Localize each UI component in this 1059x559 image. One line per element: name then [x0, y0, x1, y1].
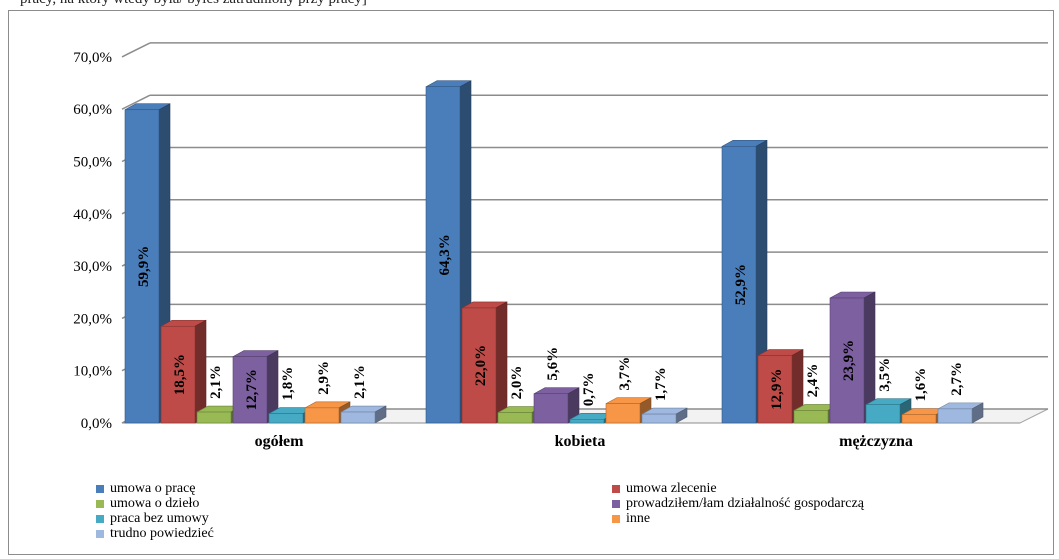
legend-item: prowadziłem/łam działalność gospodarczą	[612, 496, 864, 512]
y-tick-label: 10,0%	[73, 364, 112, 380]
legend-swatch	[96, 530, 104, 538]
bar-front	[124, 109, 160, 424]
legend-swatch	[612, 485, 620, 493]
legend-swatch	[612, 500, 620, 508]
bar-side	[194, 319, 207, 424]
bar-side	[495, 301, 508, 424]
legend-label: inne	[626, 511, 651, 526]
data-label: 3,7%	[617, 357, 633, 391]
bar-front	[901, 414, 937, 424]
data-label: 2,9%	[316, 361, 332, 395]
legend-swatch	[96, 500, 104, 508]
bar	[829, 291, 876, 424]
bar-front	[757, 355, 793, 424]
legend-label: umowa zlecenie	[626, 481, 717, 496]
legend-label: trudno powiedzieć	[110, 526, 214, 541]
bar-front	[605, 403, 641, 424]
bar	[865, 398, 912, 424]
gridline	[121, 146, 1048, 163]
x-category-label: ogółem	[255, 433, 305, 450]
header-text: pracy, na który wtedy była/ byłeś zatrud…	[20, 0, 367, 8]
bar-front	[268, 413, 304, 424]
cropped-header-text: pracy, na który wtedy była/ byłeś zatrud…	[0, 0, 1059, 9]
gridline-side	[121, 42, 151, 58]
data-label: 3,5%	[877, 358, 893, 392]
data-label: 5,6%	[545, 347, 561, 381]
bar-front	[721, 146, 757, 424]
bar	[937, 402, 984, 424]
x-category-label: mężczyzna	[839, 433, 913, 450]
gridline	[121, 303, 1048, 320]
bar	[232, 350, 279, 424]
x-category-label: kobieta	[555, 433, 606, 450]
legend-item: umowa zlecenie	[612, 481, 717, 497]
data-label: 0,7%	[581, 372, 597, 406]
y-tick-label: 40,0%	[73, 207, 112, 223]
bar-front	[425, 86, 461, 424]
bar-front	[304, 407, 340, 424]
bar-front	[569, 419, 605, 424]
bar	[461, 301, 508, 424]
data-label: 12,7%	[244, 369, 260, 410]
bar-front	[497, 412, 533, 424]
data-label: 22,0%	[473, 345, 489, 386]
legend-label: prowadziłem/łam działalność gospodarczą	[626, 496, 864, 511]
legend-swatch	[96, 485, 104, 493]
bar	[340, 405, 387, 424]
bar	[605, 397, 652, 424]
gridline	[121, 42, 1048, 58]
bar-front	[937, 408, 973, 424]
legend-swatch	[612, 515, 620, 523]
y-tick-label: 60,0%	[73, 102, 112, 118]
legend-label: umowa o pracę	[110, 481, 196, 496]
bar	[757, 349, 804, 424]
legend-item: trudno powiedzieć	[96, 526, 214, 542]
bar-front	[196, 411, 232, 424]
data-label: 64,3%	[437, 234, 453, 275]
gridline	[121, 199, 1048, 215]
y-tick-label: 20,0%	[73, 311, 112, 327]
gridline	[121, 251, 1048, 267]
data-label: 18,5%	[172, 354, 188, 395]
bar	[641, 407, 688, 424]
bar-front	[641, 413, 677, 424]
data-label: 23,9%	[841, 340, 857, 381]
data-label: 2,0%	[509, 366, 525, 400]
legend-item: umowa o pracę	[96, 481, 196, 497]
data-label: 2,4%	[805, 364, 821, 398]
legend-label: praca bez umowy	[110, 511, 209, 526]
bar-front	[793, 410, 829, 424]
legend-item: umowa o dzieło	[96, 496, 199, 512]
data-label: 2,1%	[352, 365, 368, 399]
data-label: 1,7%	[653, 367, 669, 401]
data-label: 2,1%	[208, 365, 224, 399]
data-label: 12,9%	[769, 369, 785, 410]
y-tick-label: 30,0%	[73, 259, 112, 275]
bar-chart: 0,0% 10,0% 20,0% 30,0% 40,0% 50,0% 60,0% 70,0% 5…	[73, 42, 1049, 450]
gridline-side	[121, 94, 151, 110]
bar-front	[160, 325, 196, 424]
bar	[533, 387, 580, 424]
bar-front	[533, 393, 569, 424]
bar-front	[340, 411, 376, 424]
data-label: 1,8%	[280, 367, 296, 401]
bar-front	[461, 307, 497, 424]
data-label: 52,9%	[733, 264, 749, 305]
data-label: 1,6%	[913, 368, 929, 402]
bar-front	[865, 404, 901, 424]
bar-front	[232, 356, 268, 424]
legend-label: umowa o dzieło	[110, 496, 200, 511]
bar-front	[829, 297, 865, 424]
chart-frame	[8, 10, 1054, 555]
bar	[160, 319, 207, 424]
y-tick-label: 50,0%	[73, 155, 112, 171]
y-tick-label: 0,0%	[81, 416, 112, 432]
data-label: 2,7%	[949, 362, 965, 396]
legend-swatch	[96, 515, 104, 523]
gridline	[121, 94, 1048, 110]
legend-item: praca bez umowy	[96, 511, 209, 527]
data-label: 59,9%	[136, 246, 152, 287]
legend-item: inne	[612, 511, 650, 527]
y-tick-label: 70,0%	[73, 50, 112, 66]
